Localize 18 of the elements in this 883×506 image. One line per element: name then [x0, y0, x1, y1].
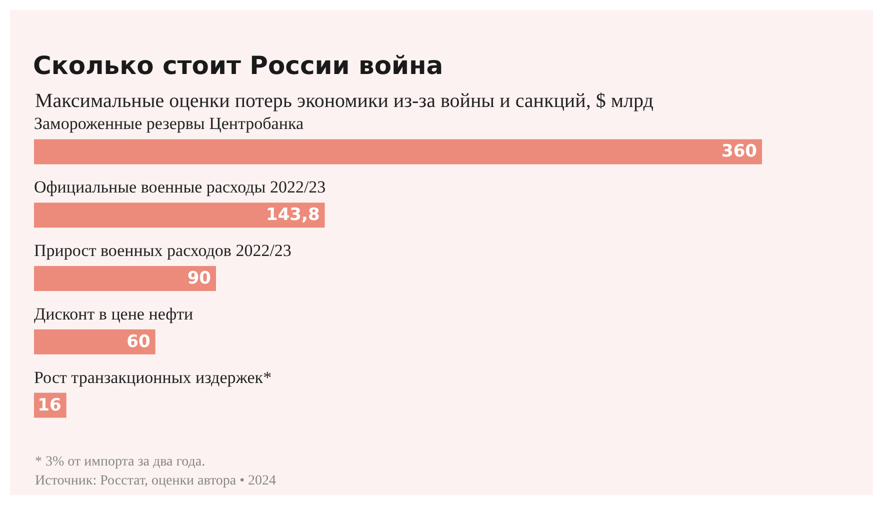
chart-title: Сколько стоит России война — [33, 51, 444, 80]
y-tick-label: Официальные военные расходы 2022/23 — [34, 178, 326, 197]
text: * 3% от импорта за два года. — [35, 454, 206, 470]
y-tick-label: Прирост военных расходов 2022/23 — [34, 241, 292, 260]
data-label: 360 — [722, 142, 758, 162]
bar — [34, 139, 762, 164]
bar — [34, 202, 325, 228]
bar — [34, 266, 216, 291]
chart-subtitle: Максимальные оценки потерь экономики из-за войны и санкций, $ млрд — [35, 90, 654, 112]
y-tick-label: Замороженные резервы Центробанка — [34, 114, 304, 134]
data-label: 60 — [126, 332, 150, 352]
bar — [34, 329, 156, 354]
y-tick-label: Рост транзакционных издержек* — [34, 368, 272, 387]
text: Источник: Росстат, оценки автора • 2024 — [35, 474, 276, 488]
data-label: 90 — [187, 268, 212, 288]
y-tick-label: Дисконт в цене нефти — [34, 304, 194, 324]
data-label: 16 — [38, 395, 62, 416]
data-label: 143,8 — [266, 205, 320, 226]
